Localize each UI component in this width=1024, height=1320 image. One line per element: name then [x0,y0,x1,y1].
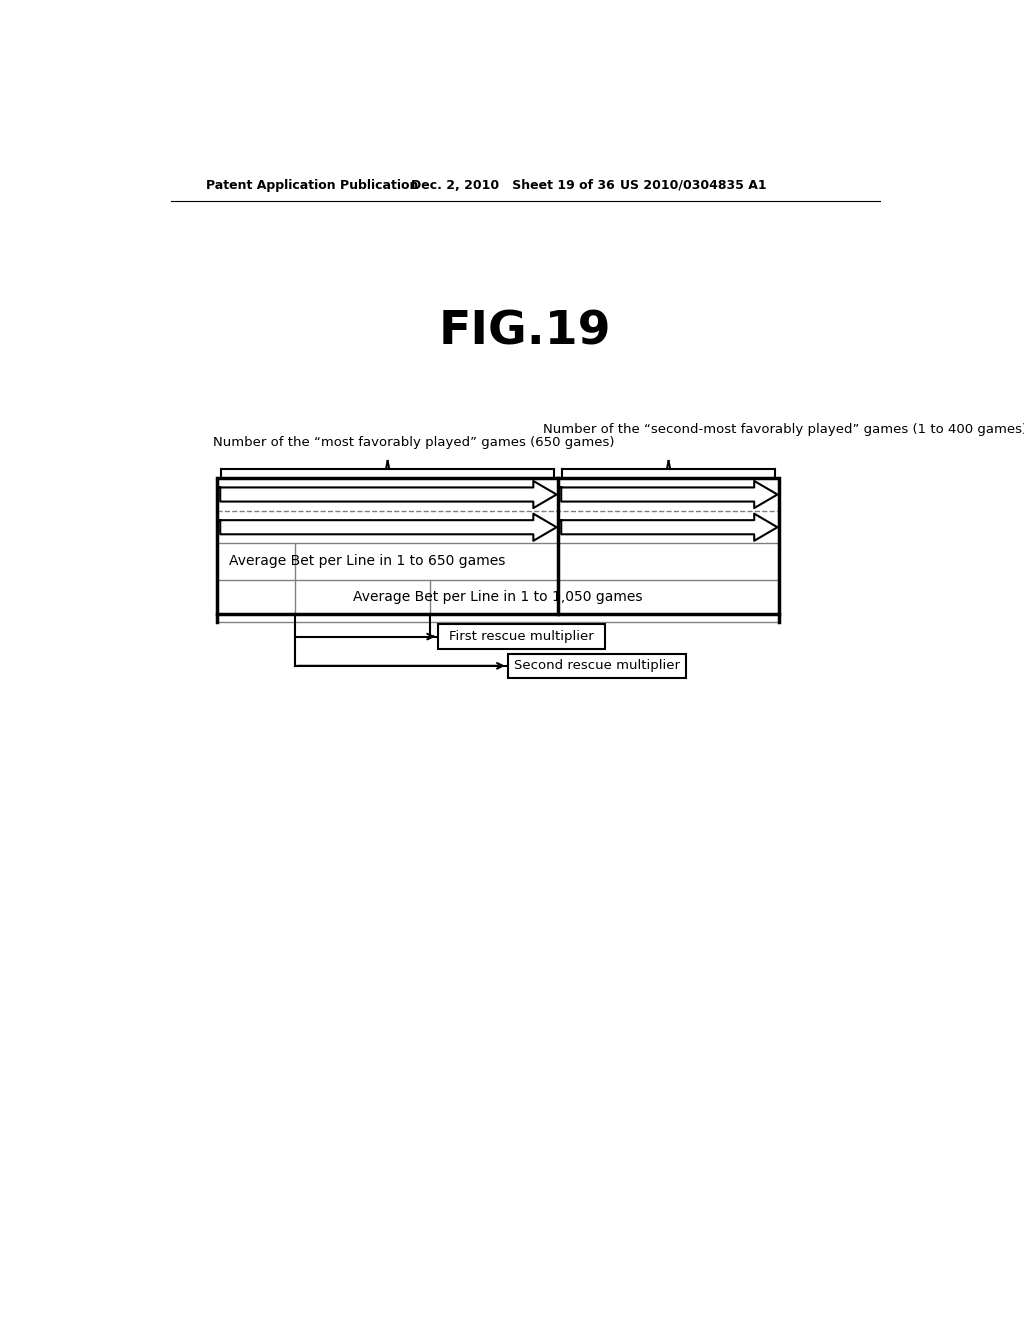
Text: Number of the “second-most favorably played” games (1 to 400 games): Number of the “second-most favorably pla… [543,422,1024,436]
Text: Patent Application Publication: Patent Application Publication [206,178,418,191]
Bar [217,478,779,614]
Text: Second rescue multiplier: Second rescue multiplier [514,659,680,672]
Text: Number of the “most favorably played” games (650 games): Number of the “most favorably played” ga… [213,436,614,449]
Text: First rescue multiplier: First rescue multiplier [449,630,594,643]
Text: Average Bet per Line in 1 to 1,050 games: Average Bet per Line in 1 to 1,050 games [353,590,643,605]
Bar [508,653,686,678]
Bar [438,624,604,649]
Text: US 2010/0304835 A1: US 2010/0304835 A1 [621,178,767,191]
Text: FIG.19: FIG.19 [438,309,611,354]
Text: Dec. 2, 2010   Sheet 19 of 36: Dec. 2, 2010 Sheet 19 of 36 [411,178,614,191]
Text: Average Bet per Line in 1 to 650 games: Average Bet per Line in 1 to 650 games [228,554,505,569]
